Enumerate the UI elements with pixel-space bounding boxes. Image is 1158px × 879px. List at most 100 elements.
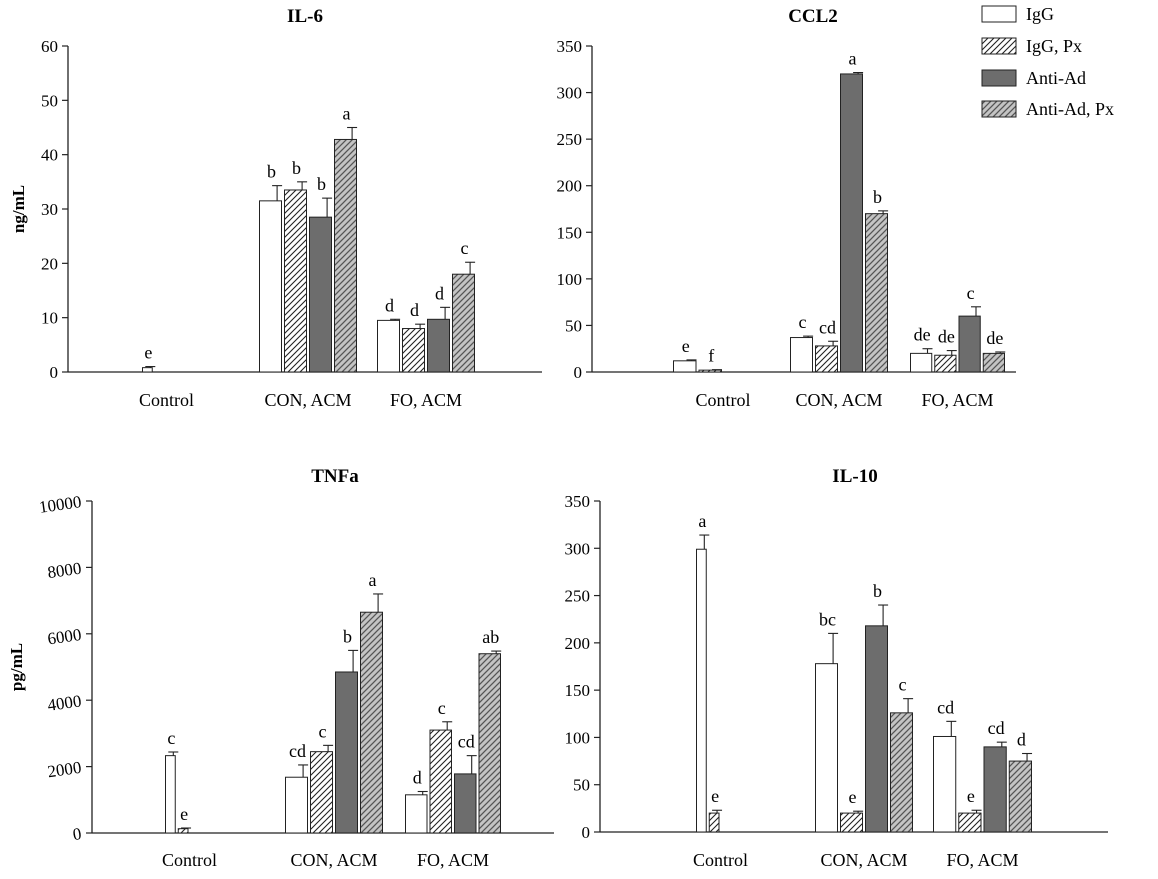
y-tick-label: 250	[557, 130, 583, 149]
significance-label: de	[914, 325, 931, 345]
y-tick-label: 50	[573, 776, 590, 795]
significance-label: e	[967, 786, 975, 806]
significance-label: c	[438, 698, 446, 718]
y-tick-label: 20	[41, 254, 58, 273]
bar-igg-px	[310, 751, 333, 834]
bar-anti-ad	[840, 73, 863, 373]
bar-anti-ad-px	[452, 273, 475, 373]
y-tick-label: 60	[41, 37, 58, 56]
significance-label: c	[167, 728, 175, 748]
legend-swatch-igg-px	[981, 37, 1017, 55]
y-tick-label: 350	[557, 37, 583, 56]
category-label: Control	[162, 850, 217, 870]
significance-label: b	[267, 162, 276, 182]
significance-label: e	[180, 804, 188, 824]
significance-label: c	[461, 238, 469, 258]
significance-label: cd	[289, 741, 306, 761]
y-axis-title: ng/mL	[9, 185, 28, 233]
panels: IL-6 0 10 20 30 40 50 60 ng/mL Control CON, ACM FO,…	[7, 6, 1108, 870]
bar-igg	[933, 735, 957, 833]
legend-label-igg-px: IgG, Px	[1026, 36, 1082, 56]
bar-igg	[696, 548, 707, 833]
bar-igg-px	[708, 812, 720, 833]
y-tick-label: 100	[565, 728, 591, 747]
significance-label: d	[435, 283, 444, 303]
legend: IgG IgG, Px Anti-Ad Anti-Ad, Px	[981, 4, 1114, 119]
bar-anti-ad	[865, 625, 888, 833]
significance-label: b	[873, 581, 882, 601]
significance-label: cd	[988, 718, 1005, 738]
bar-igg-px	[698, 369, 722, 373]
category-label: Control	[139, 390, 194, 410]
significance-label: de	[986, 328, 1003, 348]
significance-label: d	[1017, 730, 1026, 750]
bar-igg	[285, 776, 308, 834]
significance-label: c	[899, 675, 907, 695]
significance-label: ab	[482, 627, 499, 647]
chart-title: IL-10	[832, 466, 877, 487]
y-tick-label: 0	[574, 363, 583, 382]
y-tick-label: 8000	[46, 559, 82, 583]
legend-swatch-igg	[981, 5, 1017, 23]
category-label: CON, ACM	[264, 390, 351, 410]
category-label: FO, ACM	[946, 850, 1018, 870]
bar-igg-px	[958, 812, 982, 833]
bar-anti-ad-px	[334, 138, 357, 373]
y-tick-label: 50	[41, 91, 58, 110]
y-tick-label: 6000	[46, 625, 82, 649]
bar-anti-ad-px	[1008, 760, 1032, 833]
significance-label: b	[873, 187, 882, 207]
category-label: Control	[693, 850, 748, 870]
bar-igg-px	[815, 345, 838, 373]
bar-anti-ad	[335, 671, 358, 834]
significance-label: e	[682, 336, 690, 356]
significance-label: cd	[458, 732, 475, 752]
significance-label: e	[144, 343, 152, 363]
bar-igg	[910, 352, 933, 373]
y-tick-label: 200	[557, 177, 583, 196]
y-tick-label: 350	[565, 492, 591, 511]
significance-label: bc	[819, 609, 836, 629]
chart-panel-3: IL-10 0 50 100 150 200 250 300 350 Control CON, AC…	[565, 466, 1108, 870]
bar-igg-px	[284, 189, 307, 373]
significance-label: e	[849, 787, 857, 807]
y-tick-label: 300	[557, 84, 583, 103]
category-label: Control	[695, 390, 750, 410]
bar-igg	[790, 337, 813, 373]
chart-panel-0: IL-6 0 10 20 30 40 50 60 ng/mL Control CON, ACM FO,…	[9, 6, 542, 410]
significance-label: de	[938, 327, 955, 347]
category-label: CON, ACM	[290, 850, 377, 870]
bar-igg-px	[429, 729, 452, 834]
y-tick-label: 0	[71, 824, 82, 844]
chart-title: CCL2	[788, 6, 838, 27]
bar-igg-px	[177, 828, 189, 834]
chart-panel-2: TNFa 0 2000 4000 6000 8000 10000 pg/mL Control CO…	[7, 466, 554, 870]
bar-anti-ad	[427, 318, 450, 373]
y-tick-label: 200	[565, 634, 591, 653]
bar-anti-ad-px	[890, 712, 913, 833]
bar-anti-ad	[958, 315, 981, 373]
y-tick-label: 250	[565, 587, 591, 606]
bar-igg	[673, 360, 697, 373]
category-label: FO, ACM	[390, 390, 462, 410]
significance-label: c	[967, 283, 975, 303]
significance-label: c	[799, 312, 807, 332]
category-label: FO, ACM	[921, 390, 993, 410]
bar-anti-ad-px	[360, 611, 383, 834]
bar-igg	[377, 319, 400, 373]
legend-swatch-anti-ad-px	[981, 100, 1017, 118]
y-tick-label: 150	[557, 223, 583, 242]
chart-title: IL-6	[287, 6, 323, 27]
category-label: CON, ACM	[820, 850, 907, 870]
significance-label: d	[385, 295, 394, 315]
y-tick-label: 50	[565, 316, 582, 335]
significance-label: e	[711, 786, 719, 806]
y-tick-label: 300	[565, 539, 591, 558]
category-label: FO, ACM	[417, 850, 489, 870]
y-tick-label: 2000	[46, 758, 82, 782]
legend-label-anti-ad-px: Anti-Ad, Px	[1026, 99, 1114, 119]
y-tick-label: 4000	[46, 691, 82, 715]
significance-label: a	[849, 49, 857, 69]
y-tick-label: 100	[557, 270, 583, 289]
bar-anti-ad-px	[982, 352, 1005, 373]
